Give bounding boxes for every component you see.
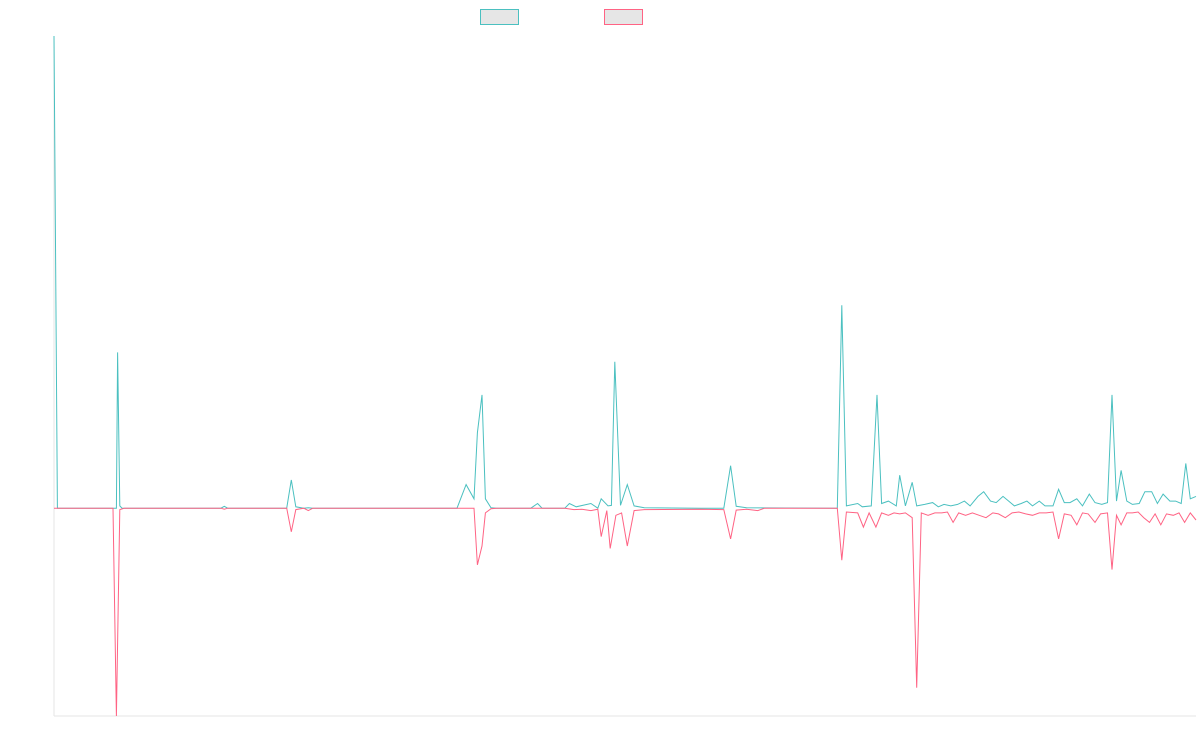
legend-swatch-series-2 <box>604 9 643 25</box>
legend-swatch-series-1 <box>480 9 519 25</box>
series-line-1[interactable] <box>53 35 1197 509</box>
series-line-2[interactable] <box>54 507 1197 717</box>
legend-item-series-1[interactable] <box>480 9 525 25</box>
legend-item-series-2[interactable] <box>604 9 649 25</box>
legend <box>0 9 1200 27</box>
